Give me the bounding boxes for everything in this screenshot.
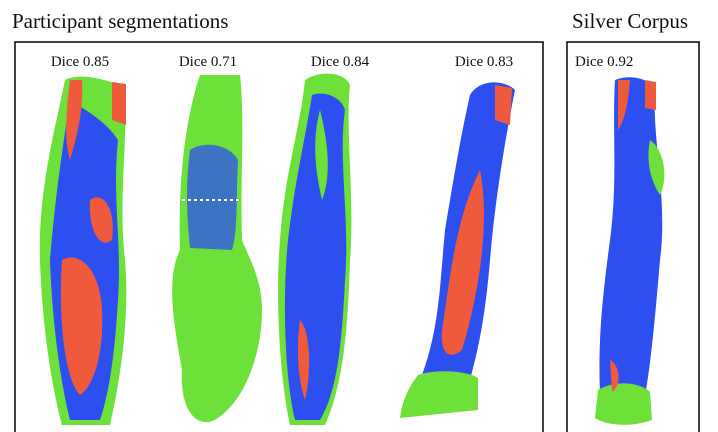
segmentation-render bbox=[595, 77, 664, 425]
panel-title: Participant segmentations bbox=[12, 9, 228, 33]
red-surface bbox=[645, 80, 656, 110]
segmentation-render bbox=[172, 75, 262, 422]
dice-label: Dice 0.92 bbox=[575, 54, 633, 70]
segmentation-render bbox=[278, 74, 351, 425]
blue-surface bbox=[187, 145, 238, 250]
red-surface bbox=[495, 85, 512, 125]
segmentation-render bbox=[400, 82, 515, 418]
blue-surface bbox=[599, 77, 662, 395]
green-surface bbox=[400, 371, 478, 418]
dice-label: Dice 0.84 bbox=[311, 54, 370, 70]
dice-label: Dice 0.71 bbox=[179, 54, 237, 70]
figure: Participant segmentations Silver Corpus … bbox=[0, 0, 718, 432]
red-surface bbox=[112, 82, 126, 125]
green-surface bbox=[595, 383, 652, 424]
segmentation-render bbox=[40, 77, 126, 425]
dice-label: Dice 0.85 bbox=[51, 54, 109, 70]
panel-title: Silver Corpus bbox=[572, 9, 688, 33]
dice-label: Dice 0.83 bbox=[455, 54, 513, 70]
